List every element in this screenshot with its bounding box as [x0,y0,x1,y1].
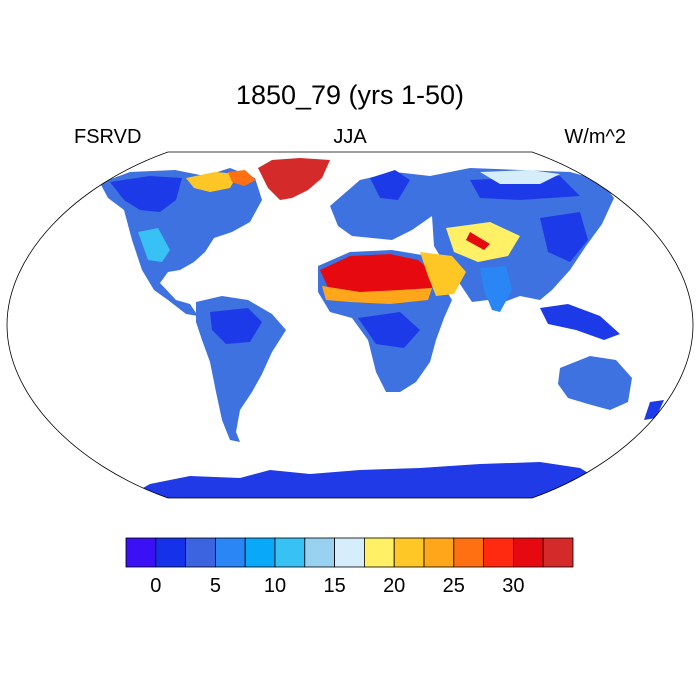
amazon-basin [210,308,262,344]
greenland [258,158,330,200]
colorbar-box [334,537,365,568]
europe [330,172,440,240]
new-zealand [644,400,664,420]
colorbar-tick-label: 10 [264,575,286,597]
southeast-asia-islands [540,304,620,340]
arabia [420,252,466,296]
scandinavia [370,170,410,200]
colorbar-box [542,537,574,568]
colorbar-box [274,537,306,568]
colorbar-box [363,537,395,568]
australia [558,356,632,410]
asia [430,168,614,302]
colorbar-tick-label: 30 [502,575,524,597]
canada-arctic-warm [186,172,238,192]
colorbar-box [513,537,544,568]
colorbar-box [244,537,276,568]
colorbar-box [214,537,246,568]
tibet-red [466,232,490,250]
colorbar-box [304,537,335,568]
land-fields [100,158,664,498]
colorbar-tick-label: 5 [210,575,221,597]
colorbar-tick-label: 15 [323,575,345,597]
colorbar-box [393,537,425,568]
map-title: 1850_79 (yrs 1-50) [235,80,465,110]
central-africa [358,312,420,348]
east-asia [540,212,588,262]
colorbar-box [155,537,187,568]
colorbar-box [185,537,216,568]
colorbar-boxes [125,537,574,568]
sahara [320,254,436,296]
colorbar-box [423,537,455,568]
us-west-warm [138,228,170,262]
colorbar-tick-label: 25 [443,575,465,597]
canada-arctic-red [228,170,256,186]
colorbar-tick-label: 20 [383,575,405,597]
colorbar-box [453,537,484,568]
siberia-arctic-warm [480,170,560,184]
sahel-orange [322,286,432,304]
map-border [6,151,694,499]
colorbar-box [125,537,157,568]
season-label: JJA [333,126,367,148]
antarctica [125,462,620,498]
colorbar-box [483,537,514,568]
india [480,266,512,312]
colorbar-tick-label: 0 [150,575,161,597]
variable-label: FSRVD [74,126,142,148]
colorbar-labels: 0 5 10 15 20 25 30 [150,575,524,597]
north-america-north-band [110,176,182,212]
units-label: W/m^2 [564,126,626,148]
